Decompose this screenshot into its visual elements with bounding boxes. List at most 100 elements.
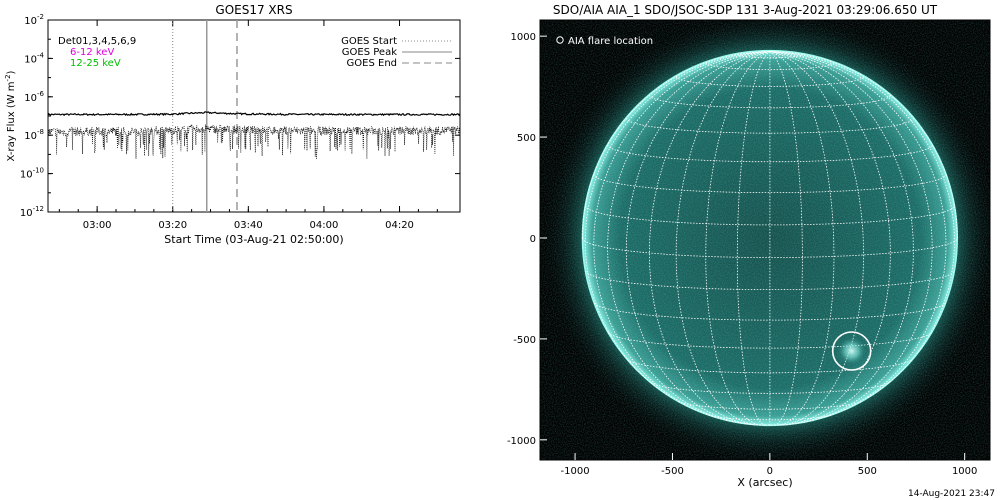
footer-timestamp: 14-Aug-2021 23:47	[908, 489, 995, 499]
longitude-line	[769, 51, 958, 239]
goes-y-label-sup: -2	[4, 74, 12, 81]
goes-x-tick-label: 03:20	[158, 220, 187, 231]
goes-y-tick-exponent: -4	[37, 51, 45, 59]
latitude-line	[593, 302, 946, 321]
goes-y-tick-exponent: -2	[37, 13, 44, 21]
aia-y-tick-label: 0	[530, 234, 536, 245]
goes-y-tick-base: 10	[24, 131, 37, 142]
aia-y-axis: 1000 500 0 -500 -1000	[507, 32, 547, 447]
longitude-line	[648, 51, 770, 425]
goes-y-tick-label: 10-4	[24, 51, 44, 65]
goes-y-tick-exponent: -6	[37, 90, 45, 98]
goes-y-tick-label: 10-6	[24, 90, 44, 104]
longitude-line	[675, 51, 770, 426]
goes-event-lines	[172, 20, 238, 212]
longitude-line	[769, 51, 891, 425]
goes-y-tick-base: 10	[20, 208, 33, 219]
aia-plot-frame	[539, 19, 991, 461]
legend-detectors: Det01,3,4,5,6,9	[58, 36, 136, 47]
heliographic-grid	[582, 51, 958, 426]
aia-x-axis: -1000 -500 0 500 1000	[561, 453, 977, 477]
goes-y-tick-label: 10-12	[20, 205, 44, 219]
aia-x-tick-label: -500	[661, 466, 684, 477]
goes-series	[48, 111, 460, 160]
aia-image: AIA flare location	[540, 20, 990, 460]
latitude-line	[607, 332, 933, 349]
aia-title: SDO/AIA AIA_1 SDO/JSOC-SDP 131 3-Aug-202…	[553, 3, 938, 17]
aia-y-tick-label: 500	[517, 133, 536, 144]
goes-y-tick-exponent: -10	[33, 167, 44, 175]
longitude-line	[593, 51, 770, 418]
goes-y-tick-base: 10	[24, 54, 37, 65]
goes-y-label: X-ray Flux (W m-2)	[4, 70, 17, 161]
longitude-line	[769, 51, 865, 426]
goes-x-label: Start Time (03-Aug-21 02:50:00)	[164, 233, 343, 246]
aia-y-tick-label: -1000	[507, 436, 536, 447]
latitude-line	[585, 270, 955, 290]
longitude-line	[769, 51, 914, 425]
latitude-line	[582, 237, 958, 258]
aia-y-tick-label: 1000	[511, 32, 536, 43]
legend-flare-marker-icon	[556, 36, 564, 44]
latitude-line	[736, 54, 803, 59]
latitude-line	[584, 205, 955, 226]
aia-x-tick-label: 1000	[952, 466, 977, 477]
latitude-line	[708, 414, 831, 421]
goes-event-legend: GOES Start GOES Peak GOES End	[341, 36, 452, 69]
aia-x-label: X (arcsec)	[737, 476, 792, 489]
goes-y-tick-exponent: -8	[37, 128, 44, 136]
aia-x-tick-label: 0	[767, 466, 773, 477]
longitude-line	[625, 51, 770, 425]
longitude-line	[705, 51, 771, 426]
longitude-line	[769, 51, 835, 426]
longitude-line	[584, 51, 770, 399]
image-texture	[540, 20, 990, 460]
goes-x-tick-label: 03:00	[83, 220, 112, 231]
latitude-line	[626, 359, 913, 374]
latitude-line	[625, 118, 914, 134]
longitude-line	[607, 51, 770, 423]
goes-x-tick-label: 04:00	[310, 220, 339, 231]
goes-x-tick-label: 03:40	[234, 220, 263, 231]
aia-x-tick-label: -1000	[561, 466, 590, 477]
goes-y-tick-base: 10	[24, 93, 37, 104]
goes-y-tick-label: 10-8	[24, 128, 44, 142]
legend-flare-location: AIA flare location	[568, 36, 653, 47]
longitude-line	[769, 51, 955, 399]
flare-brightening	[837, 337, 866, 366]
goes-y-tick-label: 10-10	[20, 167, 44, 181]
longitude-line	[769, 51, 803, 426]
latitude-line	[678, 401, 862, 410]
goes-y-label-close: )	[6, 70, 17, 74]
latitude-line	[650, 382, 890, 394]
latitude-line	[607, 144, 933, 163]
aia-y-tick-label: -500	[513, 335, 536, 346]
legend-goes-end: GOES End	[347, 58, 397, 69]
goes-y-label-text: X-ray Flux (W m	[6, 81, 17, 161]
legend-goes-peak: GOES Peak	[342, 47, 397, 58]
aia-x-tick-label: 500	[858, 466, 877, 477]
goes-title: GOES17 XRS	[215, 3, 292, 17]
longitude-line	[582, 51, 770, 239]
legend-12-25-kev: 12-25 keV	[70, 58, 121, 69]
longitude-line	[769, 51, 947, 418]
goes-x-tick-label: 04:20	[385, 220, 414, 231]
goes-channel-legend: Det01,3,4,5,6,9 6-12 keV 12-25 keV	[58, 36, 136, 69]
aia-image-panel: SDO/AIA AIA_1 SDO/JSOC-SDP 131 3-Aug-202…	[507, 3, 991, 489]
longitude-line	[736, 51, 771, 426]
latitude-line	[705, 62, 835, 70]
goes-y-tick-base: 10	[20, 170, 33, 181]
latitude-line	[744, 423, 796, 426]
flare-location-marker	[831, 331, 872, 371]
goes-y-tick-base: 10	[24, 16, 37, 27]
legend-6-12-kev: 6-12 keV	[70, 47, 114, 58]
legend-goes-start: GOES Start	[341, 36, 397, 47]
goes-y-tick-exponent: -12	[33, 205, 44, 213]
longitude-line	[769, 51, 933, 423]
goes-series-long	[48, 111, 460, 117]
goes-y-tick-label: 10-2	[24, 13, 44, 27]
goes-series-short	[48, 123, 460, 160]
